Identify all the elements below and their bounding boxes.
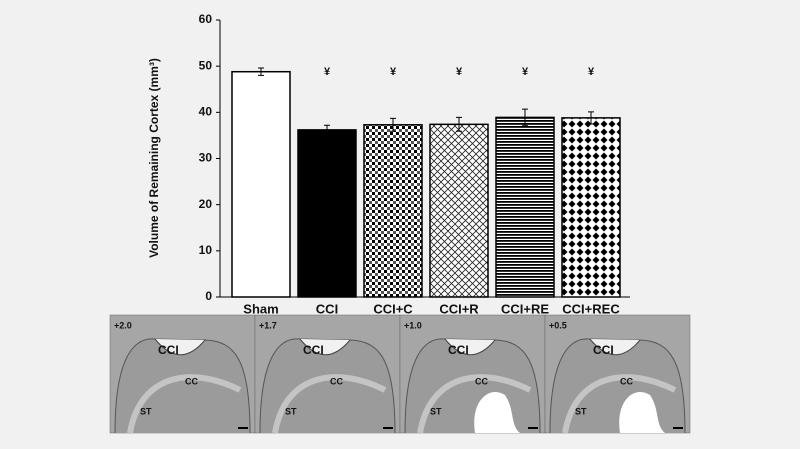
region-label: ST [575, 406, 587, 416]
scale-bar [238, 427, 248, 429]
lesion-cavity [444, 338, 496, 356]
histology-panel: +0.5 CCI CC ST [544, 314, 691, 434]
error-bar [588, 111, 594, 125]
region-label: ST [140, 406, 152, 416]
region-label: CC [620, 376, 633, 386]
significance-label: ¥ [522, 66, 529, 78]
region-label: CCI [448, 343, 469, 357]
scale-bar [673, 427, 683, 429]
bar [561, 117, 621, 298]
panel-level: +0.5 [549, 320, 567, 330]
bar [231, 70, 291, 298]
error-bar [324, 124, 330, 135]
significance-label: ¥ [324, 66, 331, 78]
error-bar [390, 117, 396, 132]
lesion-cavity [299, 338, 351, 356]
region-label: CCI [593, 343, 614, 357]
panel-level: +1.7 [259, 320, 277, 330]
x-tick-label: CCI+C [373, 301, 413, 316]
region-label: ST [285, 406, 297, 416]
bar [429, 123, 489, 298]
significance-label: ¥ [588, 66, 595, 78]
bar [297, 129, 357, 298]
x-tick-label: CCI [316, 301, 338, 316]
scale-bar [528, 427, 538, 429]
white-matter [127, 374, 242, 434]
y-tick-label: 50 [199, 58, 213, 72]
white-matter [272, 374, 387, 434]
y-axis-title: Volume of Remaining Cortex (mm³) [147, 58, 161, 258]
y-tick-label: 40 [199, 105, 213, 119]
white-matter [562, 374, 677, 434]
panel-level: +1.0 [404, 320, 422, 330]
white-matter [417, 374, 532, 434]
bar [363, 124, 423, 298]
error-bar [456, 116, 462, 132]
x-tick-label: CCI+R [439, 301, 479, 316]
y-tick-label: 0 [205, 289, 212, 303]
y-tick-label: 30 [199, 151, 213, 165]
y-tick-label: 60 [199, 12, 213, 26]
region-label: CC [330, 376, 343, 386]
error-bar [522, 108, 528, 127]
significance-label: ¥ [456, 66, 463, 78]
bar [495, 116, 555, 298]
histology-panel: +2.0 CCI CC ST [109, 314, 256, 434]
region-label: CC [185, 376, 198, 386]
significance-label: ¥ [390, 66, 397, 78]
histology-panel: +1.7 CCI CC ST [254, 314, 401, 434]
region-label: ST [430, 406, 442, 416]
region-label: CC [475, 376, 488, 386]
lesion-cavity [154, 338, 206, 356]
x-tick-label: CCI+RE [501, 301, 549, 316]
lesion [619, 391, 665, 433]
region-label: CCI [303, 343, 324, 357]
histology-panel: +1.0 CCI CC ST [399, 314, 546, 434]
y-tick-label: 10 [199, 243, 213, 257]
x-tick-label: Sham [243, 301, 278, 316]
lesion-cavity [589, 338, 641, 356]
error-bar [258, 67, 264, 76]
x-tick-label: CCI+REC [562, 301, 620, 316]
panel-level: +2.0 [114, 320, 132, 330]
y-tick-label: 20 [199, 197, 213, 211]
lesion [474, 391, 520, 433]
region-label: CCI [158, 343, 179, 357]
scale-bar [383, 427, 393, 429]
